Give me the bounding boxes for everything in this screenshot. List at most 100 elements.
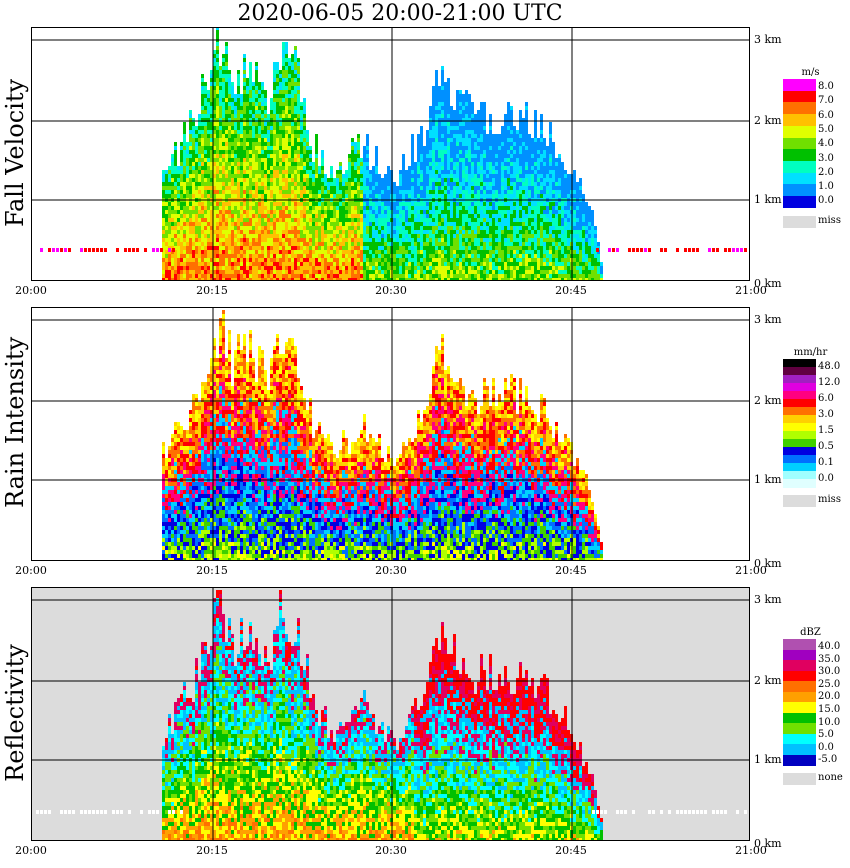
echo-cell [489,118,492,122]
echo-cell [447,258,450,262]
echo-cell [294,130,297,134]
echo-cell [444,158,447,162]
echo-cell [501,142,504,146]
echo-cell [297,234,300,238]
echo-cell [378,242,381,246]
echo-cell [444,250,447,254]
echo-cell [261,222,264,226]
echo-cell [336,226,339,230]
echo-cell [282,46,285,50]
echo-cell [219,218,222,222]
echo-cell [465,154,468,158]
echo-cell [285,50,288,54]
echo-cell [399,246,402,250]
echo-cell [522,178,525,182]
echo-cell [303,98,306,102]
echo-cell [399,186,402,190]
echo-cell [315,138,318,142]
echo-cell [291,194,294,198]
echo-cell [180,238,183,242]
echo-cell [222,54,225,58]
echo-cell [246,194,249,198]
echo-cell [261,210,264,214]
echo-cell [405,190,408,194]
echo-cell [507,214,510,218]
echo-cell [438,154,441,158]
echo-cell [372,262,375,266]
echo-cell [219,230,222,234]
echo-cell [342,254,345,258]
echo-cell [498,186,501,190]
echo-cell [429,170,432,174]
echo-cell [492,250,495,254]
echo-cell [489,182,492,186]
echo-cell [288,158,291,162]
echo-cell [282,174,285,178]
echo-cell [180,210,183,214]
echo-cell [432,134,435,138]
echo-cell [387,182,390,186]
echo-cell [402,174,405,178]
echo-cell [204,278,207,280]
echo-cell [198,182,201,186]
echo-cell [423,182,426,186]
echo-cell [291,58,294,62]
echo-cell [213,194,216,198]
echo-cell [522,154,525,158]
echo-cell [201,110,204,114]
echo-cell [471,202,474,206]
echo-cell [204,134,207,138]
echo-cell [462,138,465,142]
echo-cell [387,174,390,178]
echo-cell [213,58,216,62]
echo-cell [222,94,225,98]
echo-cell [336,274,339,278]
echo-cell [468,170,471,174]
echo-cell [207,106,210,110]
echo-cell [348,214,351,218]
echo-cell [393,278,396,280]
echo-cell [288,66,291,70]
echo-cell [321,194,324,198]
echo-cell [456,134,459,138]
echo-cell [288,162,291,166]
echo-cell [270,242,273,246]
echo-cell [231,102,234,106]
echo-cell [285,90,288,94]
echo-cell [432,102,435,106]
echo-cell [438,178,441,182]
echo-cell [432,170,435,174]
echo-cell [429,266,432,270]
echo-cell [381,210,384,214]
echo-cell [408,258,411,262]
echo-cell [228,202,231,206]
echo-cell [249,254,252,258]
echo-cell [372,274,375,278]
echo-cell [162,190,165,194]
echo-cell [252,270,255,274]
echo-cell [411,186,414,190]
echo-cell [261,122,264,126]
echo-cell [183,270,186,274]
echo-cell [369,230,372,234]
echo-cell [426,142,429,146]
echo-cell [243,62,246,66]
echo-cell [309,222,312,226]
echo-cell [360,182,363,186]
echo-cell [354,214,357,218]
echo-cell [189,190,192,194]
echo-cell [291,130,294,134]
echo-cell [315,258,318,262]
echo-cell [192,186,195,190]
echo-cell [195,178,198,182]
echo-cell [402,262,405,266]
echo-cell [291,110,294,114]
echo-cell [282,106,285,110]
echo-cell [492,230,495,234]
echo-cell [351,238,354,242]
echo-cell [468,150,471,154]
echo-cell [459,134,462,138]
echo-cell [411,246,414,250]
echo-cell [219,250,222,254]
echo-cell [270,182,273,186]
